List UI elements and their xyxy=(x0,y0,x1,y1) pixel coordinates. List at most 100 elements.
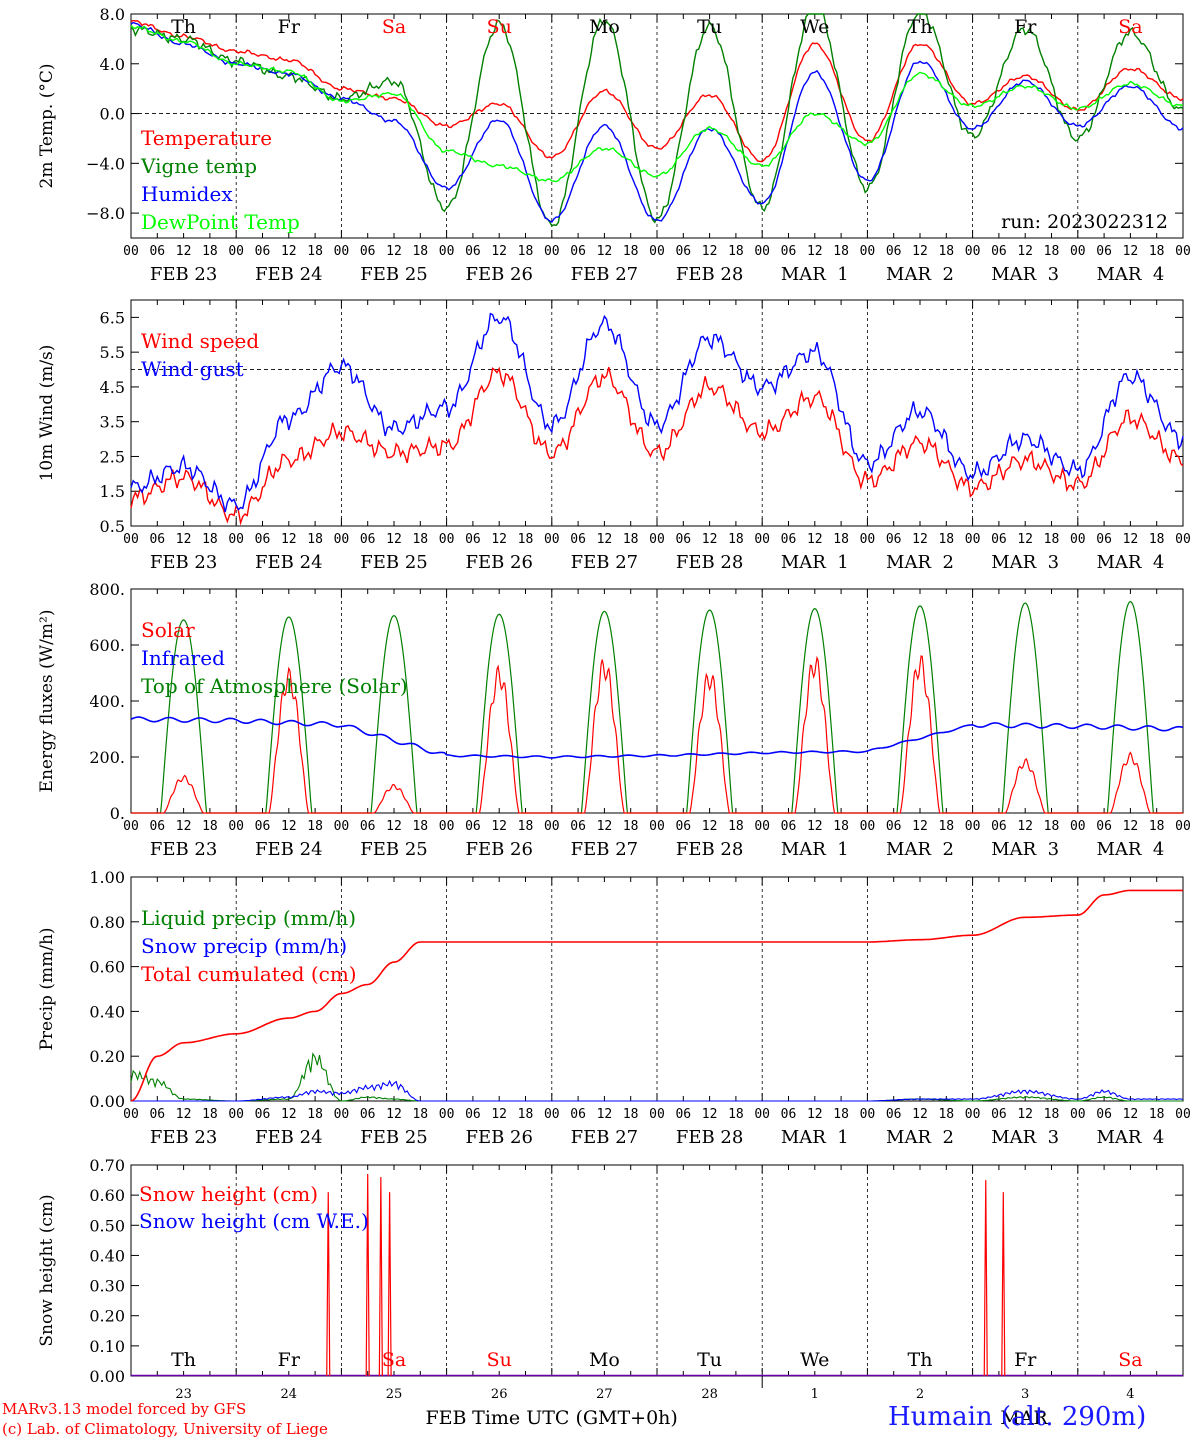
hour-tick-label: 12 xyxy=(807,244,823,259)
hour-tick-label: 12 xyxy=(176,532,192,547)
y-tick-label: 6.5 xyxy=(100,308,125,327)
date-label: FEB 28 xyxy=(676,552,743,573)
hour-tick-label: 00 xyxy=(965,1107,981,1122)
panel-3: 800. 600. 400. 200. 0. Energy fluxes (W/m²) 00… xyxy=(37,580,1191,860)
hour-tick-label: 00 xyxy=(544,1107,560,1122)
series-solar xyxy=(131,655,1183,814)
snow-spike xyxy=(378,1177,383,1377)
hour-tick-label: 06 xyxy=(781,244,797,259)
hour-tick-label: 18 xyxy=(1149,244,1165,259)
date-label: FEB 26 xyxy=(465,552,532,573)
hour-tick-label: 00 xyxy=(754,532,770,547)
hour-tick-label: 18 xyxy=(728,1107,744,1122)
hour-tick-label: 00 xyxy=(1070,244,1086,259)
hour-tick-label: 00 xyxy=(334,1107,350,1122)
weekday-label: Sa xyxy=(1118,16,1142,38)
hour-tick-label: 00 xyxy=(649,244,665,259)
y-tick-label: 0.0 xyxy=(100,105,125,124)
date-label: MAR 3 xyxy=(991,264,1059,285)
date-label: FEB 27 xyxy=(571,1127,638,1148)
legend-snow-height-cm-: Snow height (cm) xyxy=(139,1182,318,1206)
hour-tick-label: 00 xyxy=(1070,532,1086,547)
weekday-label: We xyxy=(800,16,829,38)
date-label: FEB 25 xyxy=(360,552,427,573)
weekday-label: Fr xyxy=(1014,16,1037,38)
snow-spike xyxy=(983,1180,988,1377)
hour-tick-label: 00 xyxy=(228,1107,244,1122)
date-label: FEB 27 xyxy=(571,552,638,573)
hour-tick-label: 00 xyxy=(649,532,665,547)
hour-tick-label: 18 xyxy=(938,244,954,259)
hour-tick-label: 00 xyxy=(123,244,139,259)
hour-tick-label: 00 xyxy=(1070,1107,1086,1122)
hour-tick-label: 12 xyxy=(702,532,718,547)
date-label: FEB 23 xyxy=(150,839,217,860)
hour-tick-label: 12 xyxy=(1017,819,1033,834)
date-label: MAR 2 xyxy=(886,1127,954,1148)
hour-tick-label: 06 xyxy=(360,532,376,547)
date-label: FEB 26 xyxy=(465,839,532,860)
weekday-label: Su xyxy=(487,16,512,38)
hour-tick-label: 18 xyxy=(518,1107,534,1122)
legend-temperature: Temperature xyxy=(141,126,272,150)
hour-tick-label: 06 xyxy=(149,532,165,547)
y-tick-label: 0.60 xyxy=(89,1186,125,1205)
hour-tick-label: 06 xyxy=(991,532,1007,547)
hour-tick-label: 00 xyxy=(123,532,139,547)
y-tick-label: 0.40 xyxy=(89,1246,125,1265)
hour-tick-label: 18 xyxy=(307,244,323,259)
run-label: run: 2023022312 xyxy=(1001,211,1168,233)
hour-tick-label: 06 xyxy=(1096,532,1112,547)
hour-tick-label: 06 xyxy=(465,532,481,547)
y-tick-label: 0.00 xyxy=(89,1367,125,1386)
y-tick-label: 5.5 xyxy=(100,343,125,362)
date-label: FEB 24 xyxy=(255,1127,322,1148)
hour-tick-label: 06 xyxy=(675,819,691,834)
hour-tick-label: 12 xyxy=(597,819,613,834)
hour-tick-label: 06 xyxy=(781,1107,797,1122)
hour-tick-label: 18 xyxy=(412,532,428,547)
hour-tick-label: 06 xyxy=(570,244,586,259)
hour-tick-label: 18 xyxy=(307,1107,323,1122)
hour-tick-label: 18 xyxy=(412,1107,428,1122)
y-tick-label: 0.10 xyxy=(89,1337,125,1356)
hour-tick-label: 00 xyxy=(860,532,876,547)
snow-spike xyxy=(326,1192,331,1377)
date-label: FEB 24 xyxy=(255,264,322,285)
hour-tick-label: 06 xyxy=(991,819,1007,834)
hour-tick-label: 12 xyxy=(281,244,297,259)
hour-tick-label: 00 xyxy=(754,1107,770,1122)
hour-tick-label: 00 xyxy=(1070,819,1086,834)
hour-tick-label: 12 xyxy=(386,1107,402,1122)
y-tick-label: 3.5 xyxy=(100,413,125,432)
hour-tick-label: 00 xyxy=(754,244,770,259)
legend-vigne-temp: Vigne temp xyxy=(140,154,257,178)
month-label-feb: FEB xyxy=(425,1407,466,1429)
legend-liquid-precip-mm-h-: Liquid precip (mm/h) xyxy=(141,906,356,930)
hour-tick-label: 18 xyxy=(1149,532,1165,547)
hour-tick-label: 00 xyxy=(1175,1107,1191,1122)
hour-tick-label: 18 xyxy=(1149,819,1165,834)
y-tick-label: 0.00 xyxy=(89,1092,125,1111)
legend-solar: Solar xyxy=(141,618,195,642)
plot-frame xyxy=(130,588,1184,814)
station-name: Humain (alt. 290m) xyxy=(888,1402,1147,1432)
lab-credit: (c) Lab. of Climatology, University of L… xyxy=(2,1420,328,1438)
y-tick-label: 0.60 xyxy=(89,958,125,977)
weekday-label: Sa xyxy=(382,16,406,38)
day-number-label: 4 xyxy=(1126,1387,1134,1402)
day-number-label: 26 xyxy=(491,1387,508,1402)
panel-4: 1.00 0.80 0.60 0.40 0.20 0.00 Precip (mm/h) 00 0… xyxy=(37,868,1191,1148)
hour-tick-label: 00 xyxy=(439,532,455,547)
series-snow-precip-mm-h- xyxy=(131,1079,1184,1102)
y-axis-label: Energy fluxes (W/m²) xyxy=(37,610,57,793)
hour-tick-label: 00 xyxy=(334,532,350,547)
hour-tick-label: 18 xyxy=(623,819,639,834)
hour-tick-label: 12 xyxy=(1123,819,1139,834)
legend-humidex: Humidex xyxy=(141,182,233,206)
hour-tick-label: 00 xyxy=(649,1107,665,1122)
hour-tick-label: 12 xyxy=(491,532,507,547)
snow-spike xyxy=(1001,1192,1006,1377)
legend-snow-precip-mm-h-: Snow precip (mm/h) xyxy=(141,934,347,958)
snow-spike xyxy=(387,1192,392,1377)
